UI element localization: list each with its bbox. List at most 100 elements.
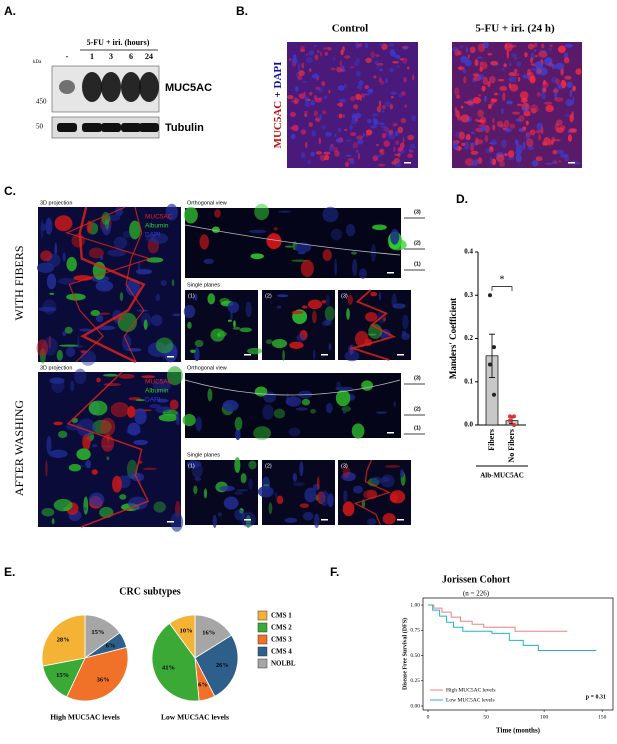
- signal: [313, 349, 316, 360]
- signal: [53, 421, 63, 426]
- signal: [465, 133, 471, 141]
- x-tick-label: 50: [483, 714, 489, 720]
- signal: [334, 258, 338, 276]
- signal: [313, 110, 319, 117]
- signal: [126, 348, 142, 352]
- signal: [119, 494, 127, 500]
- signal: [375, 143, 379, 147]
- signal: [66, 293, 86, 301]
- slice-label: 41%: [162, 665, 175, 672]
- signal: [515, 144, 523, 153]
- legend-swatch: [257, 610, 268, 621]
- signal: [248, 229, 267, 234]
- signal: [474, 118, 480, 122]
- signal: [536, 91, 541, 97]
- panel-label: C.: [4, 184, 16, 198]
- signal: [554, 97, 564, 102]
- signal: [236, 489, 249, 492]
- signal: [481, 85, 486, 92]
- signal: [402, 137, 405, 145]
- signal: [551, 63, 556, 70]
- y-tick-label: 0.50: [410, 653, 420, 659]
- signal: [217, 333, 221, 337]
- signal: [343, 490, 348, 503]
- y-tick-label: 0.1: [464, 377, 473, 385]
- signal: [488, 146, 494, 153]
- slice-label: 16%: [202, 630, 215, 637]
- fiber: [353, 459, 392, 526]
- signal: [314, 54, 319, 61]
- signal: [557, 83, 561, 89]
- pie-slice: [151, 622, 200, 702]
- signal: [308, 122, 314, 127]
- lane-label: -: [66, 52, 69, 61]
- signal: [334, 150, 340, 157]
- signal: [519, 91, 529, 100]
- signal: [469, 46, 476, 54]
- signal: [518, 115, 525, 122]
- signal: [234, 416, 243, 431]
- signal: [301, 80, 308, 83]
- signal: [504, 128, 512, 133]
- signal: [161, 406, 171, 413]
- signal: [392, 303, 406, 309]
- signal: [262, 404, 274, 420]
- stain-name: +: [272, 91, 284, 97]
- signal: [335, 386, 354, 391]
- signal: [391, 160, 397, 165]
- image-title: 3D projection: [40, 365, 72, 371]
- signal: [457, 50, 462, 56]
- signal: [298, 93, 306, 99]
- signal: [389, 50, 396, 57]
- signal: [76, 448, 91, 461]
- signal: [98, 312, 111, 316]
- signal: [321, 125, 326, 130]
- sig-bracket: [491, 286, 513, 291]
- signal: [219, 485, 235, 492]
- signal: [299, 503, 310, 508]
- signal: [327, 46, 332, 51]
- slice-label: 15%: [91, 629, 104, 636]
- signal: [454, 87, 460, 96]
- signal: [85, 459, 92, 469]
- signal: [412, 74, 415, 81]
- signal: [232, 326, 241, 330]
- signal: [170, 512, 184, 532]
- signal: [565, 99, 574, 107]
- signal: [143, 319, 148, 330]
- signal: [80, 350, 96, 366]
- signal: [113, 236, 128, 250]
- channel-label: Albumin: [145, 388, 169, 395]
- signal: [357, 84, 363, 91]
- signal: [487, 52, 493, 56]
- signal: [559, 153, 569, 158]
- signal: [74, 345, 84, 348]
- signal: [239, 327, 252, 333]
- chart-title: Jorissen Cohort: [442, 574, 511, 585]
- signal: [342, 501, 355, 517]
- signal: [310, 99, 315, 106]
- signal: [536, 68, 542, 74]
- signal: [521, 105, 530, 113]
- signal: [294, 86, 299, 92]
- signal: [376, 62, 384, 66]
- signal: [314, 118, 321, 121]
- signal: [390, 493, 398, 503]
- y-axis-title: Manders' Coefficient: [448, 298, 458, 379]
- signal: [506, 49, 509, 59]
- signal: [545, 104, 554, 113]
- signal: [352, 258, 358, 276]
- signal: [190, 349, 196, 353]
- signal: [293, 97, 299, 105]
- signal: [68, 463, 82, 472]
- x-tick-label: 150: [598, 714, 607, 720]
- x-tick-label: No Fibers: [507, 429, 516, 463]
- signal: [331, 146, 334, 149]
- signal: [330, 67, 336, 71]
- signal: [467, 54, 470, 59]
- channel-label: Albumin: [145, 223, 169, 230]
- signal: [493, 92, 499, 96]
- signal: [153, 379, 172, 392]
- signal: [364, 312, 378, 322]
- signal: [322, 249, 332, 261]
